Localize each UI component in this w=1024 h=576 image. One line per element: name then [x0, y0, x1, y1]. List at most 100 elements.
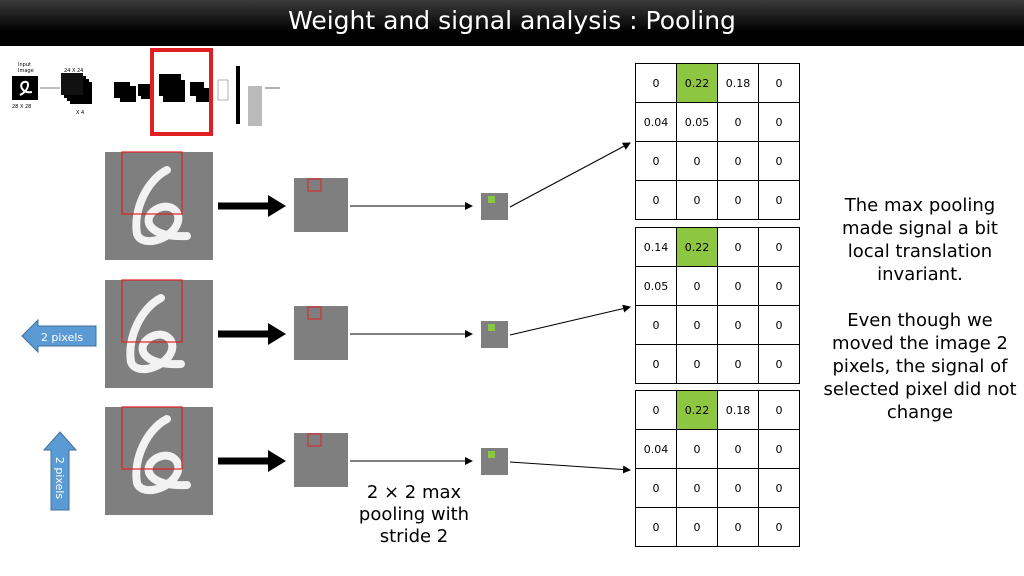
- table-cell: 0: [758, 344, 800, 384]
- table-cell: 0.04: [635, 102, 677, 142]
- pooling-rows: [105, 142, 631, 515]
- pooled-highlight-pixel-1: [488, 196, 495, 203]
- table-row: 0 0.22 0.18 0: [635, 390, 800, 430]
- network-thumbnail: Input Image 28 X 28 24 X 24 X 4: [12, 48, 280, 136]
- table-cell: 0: [635, 468, 677, 508]
- thumb-fc-layer: [217, 79, 229, 101]
- left-shift-arrow: 2 pixels: [21, 318, 97, 354]
- table-cell: 0: [758, 468, 800, 508]
- table-cell: 0: [676, 344, 718, 384]
- left-arrow-shape: [21, 318, 97, 354]
- note-paragraph-1: The max pooling made signal a bit local …: [842, 195, 998, 285]
- table-cell: 0: [758, 63, 800, 103]
- thumb-classifier: [248, 86, 262, 126]
- table-cell: 0: [758, 180, 800, 220]
- up-arrow-label: 2 pixels: [53, 457, 66, 500]
- table-row: 0.04 0 0 0: [635, 429, 800, 469]
- thick-arrow-head-2: [268, 323, 286, 345]
- table-cell: 0: [635, 141, 677, 181]
- table-cell: 0: [717, 141, 759, 181]
- table-cell: 0: [676, 266, 718, 306]
- receptive-field-box-2: [121, 279, 183, 343]
- feature-map-selection-2: [307, 306, 322, 320]
- table-cell: 0.22: [676, 227, 718, 267]
- table-pointer-arrow-3: [509, 461, 631, 474]
- table-cell: 0: [635, 390, 677, 430]
- table-cell: 0: [635, 63, 677, 103]
- pooled-highlight-pixel-2: [488, 324, 495, 331]
- digit-six-stroke-1: [132, 166, 191, 246]
- table-cell: 0.04: [635, 429, 677, 469]
- feature-map-selection-3: [307, 433, 322, 447]
- table-cell: 0.05: [676, 102, 718, 142]
- receptive-field-box-3: [121, 406, 183, 470]
- pooled-values-table-1: 0 0.22 0.18 0 0.04 0.05 0 0 0 0 0 0 0 0 0 0: [635, 63, 800, 220]
- table-cell: 0: [717, 180, 759, 220]
- thumb-fc-bar: [236, 66, 240, 124]
- note-paragraph-2: Even though we moved the image 2 pixels,…: [823, 310, 1017, 423]
- table-row: 0 0.22 0.18 0: [635, 63, 800, 103]
- thick-arrow-shaft-1: [218, 202, 270, 210]
- table-cell: 0: [717, 266, 759, 306]
- table-cell: 0: [717, 468, 759, 508]
- thick-arrow-head-1: [268, 195, 286, 217]
- thumb-feature-size: 24 X 24: [64, 68, 83, 74]
- pooled-values-table-3: 0 0.22 0.18 0 0.04 0 0 0 0 0 0 0 0 0 0 0: [635, 390, 800, 547]
- table-pointer-arrow-2: [509, 304, 631, 336]
- table-cell: 0: [717, 227, 759, 267]
- table-cell: 0: [758, 429, 800, 469]
- digit-six-stroke-2: [126, 294, 185, 374]
- feature-map-selection-1: [307, 178, 322, 192]
- thumb-feature-count: X 4: [76, 110, 84, 116]
- thick-arrow-shaft-3: [218, 457, 270, 465]
- table-cell: 0: [676, 305, 718, 345]
- table-cell: 0: [758, 390, 800, 430]
- table-cell: 0: [676, 468, 718, 508]
- table-cell: 0.18: [717, 390, 759, 430]
- thumb-pool2-map-2: [163, 80, 185, 102]
- table-cell: 0.05: [635, 266, 677, 306]
- table-cell: 0: [717, 102, 759, 142]
- table-cell: 0: [717, 507, 759, 547]
- table-cell: 0: [635, 305, 677, 345]
- thick-arrow-head-3: [268, 450, 286, 472]
- thumb-selection-frame: [150, 48, 213, 136]
- table-cell: 0: [717, 344, 759, 384]
- page-title: Weight and signal analysis : Pooling: [288, 6, 736, 35]
- up-arrow-shape: [42, 431, 78, 511]
- table-cell: 0: [676, 180, 718, 220]
- table-cell: 0: [758, 266, 800, 306]
- thumb-input-label: Input: [18, 62, 31, 68]
- table-cell: 0: [676, 141, 718, 181]
- table-cell: 0.14: [635, 227, 677, 267]
- table-cell: 0: [717, 305, 759, 345]
- pooled-highlight-pixel-3: [488, 451, 495, 458]
- table-cell: 0: [758, 141, 800, 181]
- table-row: 0.04 0.05 0 0: [635, 102, 800, 142]
- table-cell: 0: [758, 227, 800, 267]
- table-cell: 0: [758, 102, 800, 142]
- table-cell: 0: [758, 305, 800, 345]
- table-cell: 0.22: [676, 390, 718, 430]
- digit-six-stroke-3: [132, 415, 191, 495]
- left-arrow-label: 2 pixels: [41, 331, 84, 344]
- table-pointer-arrow-1: [509, 142, 631, 208]
- receptive-field-box-1: [121, 151, 183, 215]
- thumb-input-label-2: Image: [18, 68, 34, 74]
- table-cell: 0: [635, 180, 677, 220]
- thumb-pool2-out-2: [196, 88, 210, 102]
- title-bar: Weight and signal analysis : Pooling: [0, 0, 1024, 46]
- table-cell: 0: [717, 429, 759, 469]
- thumb-pool-map-2: [120, 86, 136, 102]
- thumb-digit-stroke: [19, 80, 33, 96]
- thick-arrow-shaft-2: [218, 330, 270, 338]
- table-cell: 0: [676, 507, 718, 547]
- thumb-feature-map-1: [61, 73, 83, 95]
